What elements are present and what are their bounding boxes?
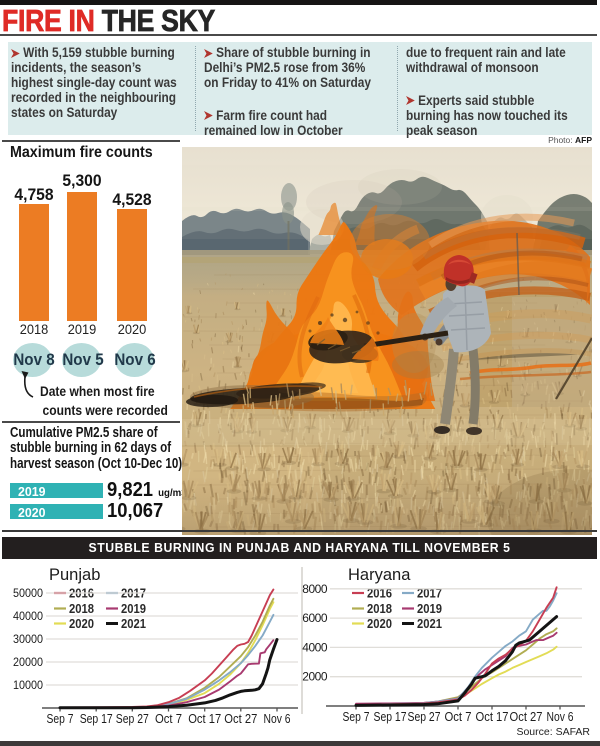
svg-text:Sep 7: Sep 7 [47, 712, 74, 726]
svg-text:20000: 20000 [13, 655, 43, 669]
svg-text:2019: 2019 [417, 602, 442, 616]
svg-text:Nov 6: Nov 6 [547, 710, 574, 724]
svg-text:Sep 7: Sep 7 [343, 710, 370, 724]
svg-text:10000: 10000 [13, 678, 43, 692]
svg-text:Nov 6: Nov 6 [264, 712, 291, 726]
svg-text:Punjab: Punjab [49, 566, 100, 584]
svg-text:2021: 2021 [417, 617, 442, 631]
svg-text:Oct 27: Oct 27 [224, 712, 257, 726]
svg-text:2018: 2018 [367, 602, 392, 616]
svg-text:Oct 17: Oct 17 [188, 712, 221, 726]
svg-text:Sep 17: Sep 17 [374, 710, 407, 724]
svg-text:Oct 17: Oct 17 [476, 710, 509, 724]
svg-text:2020: 2020 [69, 617, 94, 631]
svg-text:2016: 2016 [367, 587, 392, 601]
svg-text:Oct 27: Oct 27 [510, 710, 543, 724]
svg-text:4000: 4000 [302, 640, 328, 654]
svg-text:30000: 30000 [13, 632, 43, 646]
svg-text:Oct 7: Oct 7 [445, 710, 472, 724]
svg-text:50000: 50000 [13, 586, 43, 600]
svg-text:Haryana: Haryana [348, 566, 411, 584]
svg-text:Sep 27: Sep 27 [116, 712, 149, 726]
svg-text:Sep 27: Sep 27 [408, 710, 441, 724]
svg-text:6000: 6000 [302, 611, 328, 625]
svg-text:Sep 17: Sep 17 [80, 712, 113, 726]
svg-text:40000: 40000 [13, 609, 43, 623]
svg-text:2019: 2019 [121, 602, 146, 616]
svg-text:2020: 2020 [367, 617, 392, 631]
svg-text:2021: 2021 [121, 617, 146, 631]
svg-text:Oct 7: Oct 7 [155, 712, 182, 726]
svg-text:2017: 2017 [417, 587, 442, 601]
svg-text:2000: 2000 [302, 670, 328, 684]
svg-text:8000: 8000 [302, 582, 328, 596]
svg-text:2018: 2018 [69, 602, 94, 616]
